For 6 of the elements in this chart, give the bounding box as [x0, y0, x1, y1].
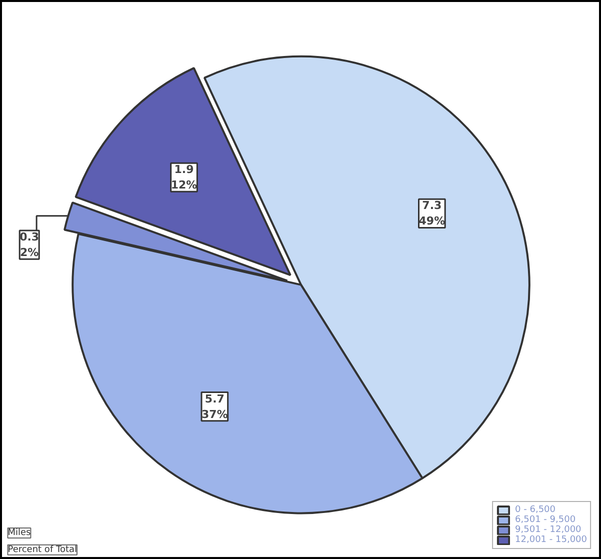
legend-label: 0 - 6,500 — [515, 505, 556, 515]
legend-label: 9,501 - 12,000 — [515, 525, 582, 535]
legend-label: 6,501 - 9,500 — [515, 515, 576, 525]
text: Percent of Total — [8, 544, 77, 555]
legend-label: 12,001 - 15,000 — [515, 535, 587, 545]
text: Miles — [8, 528, 32, 538]
